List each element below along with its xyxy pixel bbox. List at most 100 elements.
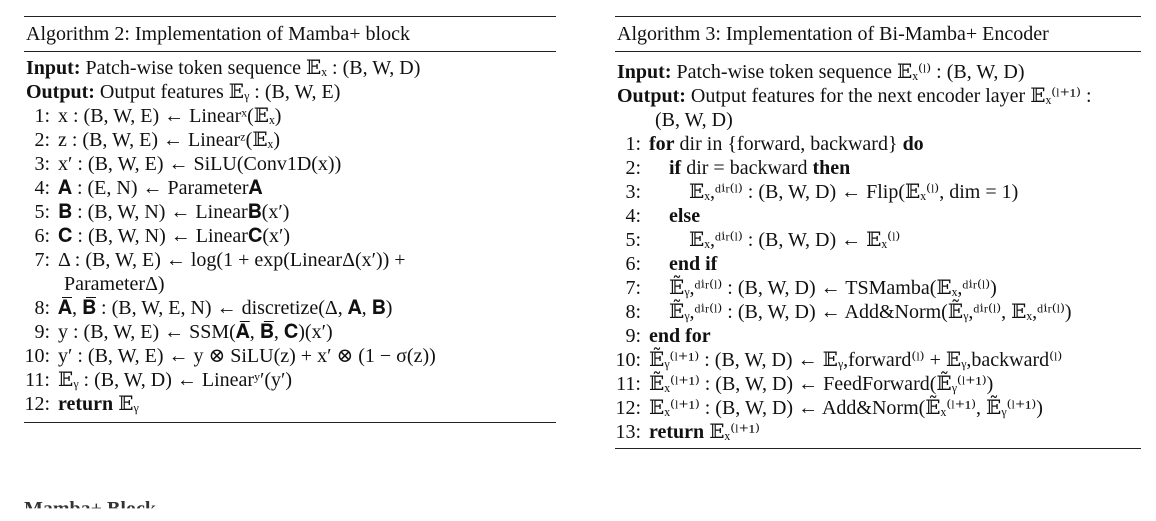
algorithm-3-box: Algorithm 3: Implementation of Bi-Mamba+… bbox=[615, 16, 1141, 449]
bottom-rule bbox=[24, 422, 556, 423]
line-number: 10: bbox=[24, 345, 50, 367]
algorithm-2-box: Algorithm 2: Implementation of Mamba+ bl… bbox=[24, 16, 556, 423]
step-text: 𝔼̃ᵧ,ᵈⁱʳ⁽ˡ⁾ : (B, W, D) ← TSMamba(𝔼ₓ,ᵈⁱʳ⁽… bbox=[669, 277, 997, 299]
line-number: 11: bbox=[25, 369, 50, 391]
step-text: x : (B, W, E) ← Linearˣ(𝔼ₓ) bbox=[58, 105, 282, 127]
line-number: 6: bbox=[34, 225, 50, 247]
line-number: 9: bbox=[34, 321, 50, 343]
line-number: 5: bbox=[625, 229, 641, 251]
keyword: if bbox=[669, 157, 682, 179]
line-number: 7: bbox=[625, 277, 641, 299]
line-number: 6: bbox=[625, 253, 641, 275]
input-label: Input: bbox=[617, 61, 672, 83]
line-number: 3: bbox=[34, 153, 50, 175]
keyword: return bbox=[58, 393, 114, 415]
algorithm-step: 6: end if bbox=[615, 252, 1141, 276]
input-line: Input: Patch-wise token sequence 𝔼ₓ : (B… bbox=[24, 56, 556, 80]
top-rule bbox=[615, 16, 1141, 17]
algorithm-step: 9: end for bbox=[615, 324, 1141, 348]
step-text: 𝔼ₓ⁽ˡ⁺¹⁾ : (B, W, D) ← Add&Norm(𝔼̃ₓ⁽ˡ⁺¹⁾,… bbox=[649, 397, 1043, 419]
line-number: 10: bbox=[615, 349, 641, 371]
line-number: 5: bbox=[34, 201, 50, 223]
algorithm-step: 1: for dir in {forward, backward} do bbox=[615, 132, 1141, 156]
step-text: 𝔼̃ᵧ⁽ˡ⁺¹⁾ : (B, W, D) ← 𝔼ᵧ,forward⁽ˡ⁾ + 𝔼… bbox=[649, 349, 1063, 371]
step-text: y : (B, W, E) ← SSM(𝐀̅, 𝐁̅, 𝐂)(x′) bbox=[58, 321, 333, 343]
algorithm-step: 6: 𝐂 : (B, W, N) ← Linear𝐂(x′) bbox=[24, 224, 556, 248]
output-label: Output: bbox=[26, 81, 95, 103]
mid-rule bbox=[615, 51, 1141, 52]
step-text: x′ : (B, W, E) ← SiLU(Conv1D(x)) bbox=[58, 153, 342, 175]
algorithm-step: 7: 𝔼̃ᵧ,ᵈⁱʳ⁽ˡ⁾ : (B, W, D) ← TSMamba(𝔼ₓ,ᵈⁱ… bbox=[615, 276, 1141, 300]
algorithm-title: Algorithm 2: Implementation of Mamba+ bl… bbox=[26, 23, 410, 45]
output-label: Output: bbox=[617, 85, 686, 107]
output-line: Output: Output features for the next enc… bbox=[615, 84, 1141, 108]
input-label: Input: bbox=[26, 57, 81, 79]
keyword: end if bbox=[669, 253, 718, 275]
algorithm-step: 11: 𝔼̃ₓ⁽ˡ⁺¹⁾ : (B, W, D) ← FeedForward(𝔼̃… bbox=[615, 372, 1141, 396]
line-number: 4: bbox=[625, 205, 641, 227]
line-number: 2: bbox=[625, 157, 641, 179]
algorithm-step: 8: 𝐀̅, 𝐁̅ : (B, W, E, N) ← discretize(Δ, … bbox=[24, 296, 556, 320]
top-rule bbox=[24, 16, 556, 17]
step-text: ParameterΔ) bbox=[64, 273, 165, 295]
step-text: z : (B, W, E) ← Linearᶻ(𝔼ₓ) bbox=[58, 129, 281, 151]
line-number: 11: bbox=[616, 373, 641, 395]
algorithm-step: 4: else bbox=[615, 204, 1141, 228]
cropped-section-heading: Mamba+ Block bbox=[24, 498, 156, 520]
algorithm-step: 12: 𝔼ₓ⁽ˡ⁺¹⁾ : (B, W, D) ← Add&Norm(𝔼̃ₓ⁽ˡ⁺… bbox=[615, 396, 1141, 420]
algorithm-step: 2: if dir = backward then bbox=[615, 156, 1141, 180]
output-text: Output features 𝔼ᵧ : (B, W, E) bbox=[99, 81, 341, 103]
step-text: 𝔼ₓ,ᵈⁱʳ⁽ˡ⁾ : (B, W, D) ← Flip(𝔼ₓ⁽ˡ⁾, dim … bbox=[689, 181, 1019, 203]
step-text: 𝔼ₓ⁽ˡ⁺¹⁾ bbox=[704, 421, 760, 443]
step-text: 𝐂 : (B, W, N) ← Linear𝐂(x′) bbox=[58, 225, 291, 247]
input-text: Patch-wise token sequence 𝔼ₓ : (B, W, D) bbox=[85, 57, 421, 79]
line-number: 2: bbox=[34, 129, 50, 151]
algorithm-step: 10: 𝔼̃ᵧ⁽ˡ⁺¹⁾ : (B, W, D) ← 𝔼ᵧ,forward⁽ˡ⁾ … bbox=[615, 348, 1141, 372]
keyword: then bbox=[812, 157, 851, 179]
algorithm-body: Input: Patch-wise token sequence 𝔼ₓ⁽ˡ⁾ :… bbox=[615, 52, 1141, 444]
line-number: 8: bbox=[625, 301, 641, 323]
algorithm-step: 2: z : (B, W, E) ← Linearᶻ(𝔼ₓ) bbox=[24, 128, 556, 152]
step-text: 𝔼ₓ,ᵈⁱʳ⁽ˡ⁾ : (B, W, D) ← 𝔼ₓ⁽ˡ⁾ bbox=[689, 229, 901, 251]
step-text: dir = backward bbox=[681, 157, 813, 179]
algorithm-step: 9: y : (B, W, E) ← SSM(𝐀̅, 𝐁̅, 𝐂)(x′) bbox=[24, 320, 556, 344]
line-number: 13: bbox=[615, 421, 641, 443]
output-line: Output: Output features 𝔼ᵧ : (B, W, E) bbox=[24, 80, 556, 104]
keyword: do bbox=[902, 133, 924, 155]
algorithm-step: 5: 𝔼ₓ,ᵈⁱʳ⁽ˡ⁾ : (B, W, D) ← 𝔼ₓ⁽ˡ⁾ bbox=[615, 228, 1141, 252]
step-text: 𝔼ᵧ bbox=[113, 393, 139, 415]
line-number: 7: bbox=[34, 249, 50, 271]
output-text: Output features for the next encoder lay… bbox=[690, 85, 1092, 107]
input-line: Input: Patch-wise token sequence 𝔼ₓ⁽ˡ⁾ :… bbox=[615, 60, 1141, 84]
algorithm-steps: 1: for dir in {forward, backward} do 2: if … bbox=[615, 132, 1141, 444]
algorithm-step: 8: 𝔼̃ᵧ,ᵈⁱʳ⁽ˡ⁾ : (B, W, D) ← Add&Norm(𝔼̃ᵧ,… bbox=[615, 300, 1141, 324]
keyword: for bbox=[649, 133, 675, 155]
bottom-rule bbox=[615, 448, 1141, 449]
algorithm-step: 3: x′ : (B, W, E) ← SiLU(Conv1D(x)) bbox=[24, 152, 556, 176]
keyword: end for bbox=[649, 325, 711, 347]
algorithm-steps: 1: x : (B, W, E) ← Linearˣ(𝔼ₓ) 2: z : (B, W… bbox=[24, 104, 556, 416]
line-number: 8: bbox=[34, 297, 50, 319]
line-number: 12: bbox=[615, 397, 641, 419]
algorithm-step: 12: return 𝔼ᵧ bbox=[24, 392, 556, 416]
line-number: 1: bbox=[34, 105, 50, 127]
step-text: 𝔼ᵧ : (B, W, D) ← Linearʸ′(y′) bbox=[58, 369, 293, 391]
algorithm-step: 4: 𝐀 : (E, N) ← Parameter𝐀 bbox=[24, 176, 556, 200]
step-text: 𝐁 : (B, W, N) ← Linear𝐁(x′) bbox=[58, 201, 290, 223]
algorithm-step: 5: 𝐁 : (B, W, N) ← Linear𝐁(x′) bbox=[24, 200, 556, 224]
keyword: return bbox=[649, 421, 705, 443]
line-number: 3: bbox=[625, 181, 641, 203]
step-text: dir in {forward, backward} bbox=[674, 133, 903, 155]
algorithm-step: 3: 𝔼ₓ,ᵈⁱʳ⁽ˡ⁾ : (B, W, D) ← Flip(𝔼ₓ⁽ˡ⁾, di… bbox=[615, 180, 1141, 204]
algorithm-step: ParameterΔ) bbox=[24, 272, 556, 296]
mid-rule bbox=[24, 51, 556, 52]
step-text: 𝔼̃ᵧ,ᵈⁱʳ⁽ˡ⁾ : (B, W, D) ← Add&Norm(𝔼̃ᵧ,ᵈⁱ… bbox=[669, 301, 1072, 323]
algorithm-body: Input: Patch-wise token sequence 𝔼ₓ : (B… bbox=[24, 52, 556, 416]
step-text: 𝐀 : (E, N) ← Parameter𝐀 bbox=[58, 177, 263, 199]
algorithm-step: 11: 𝔼ᵧ : (B, W, D) ← Linearʸ′(y′) bbox=[24, 368, 556, 392]
step-text: 𝐀̅, 𝐁̅ : (B, W, E, N) ← discretize(Δ, 𝐀,… bbox=[58, 297, 393, 319]
input-text: Patch-wise token sequence 𝔼ₓ⁽ˡ⁾ : (B, W,… bbox=[676, 61, 1025, 83]
step-text: 𝔼̃ₓ⁽ˡ⁺¹⁾ : (B, W, D) ← FeedForward(𝔼̃ᵧ⁽ˡ… bbox=[649, 373, 994, 395]
algorithm-step: 10: y′ : (B, W, E) ← y ⊗ SiLU(z) + x′ ⊗ (… bbox=[24, 344, 556, 368]
algorithm-step: 7: Δ : (B, W, E) ← log(1 + exp(LinearΔ(x′… bbox=[24, 248, 556, 272]
